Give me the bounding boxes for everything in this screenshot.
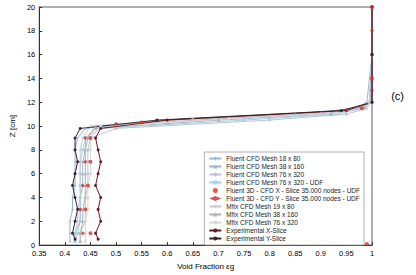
svg-text:Fluent 3D - CFD X - Slice 35.0: Fluent 3D - CFD X - Slice 35.000 nodes -… (226, 187, 360, 194)
svg-text:Mfix CFD Mesh 38 x 160: Mfix CFD Mesh 38 x 160 (226, 211, 298, 218)
svg-text:Fluent CFD Mesh 18 x 80: Fluent CFD Mesh 18 x 80 (226, 155, 300, 162)
svg-text:Experimental X-Slice: Experimental X-Slice (226, 227, 287, 235)
svg-text:Mfix CFD Mesh 19 x 80: Mfix CFD Mesh 19 x 80 (226, 203, 294, 210)
svg-text:12: 12 (27, 98, 35, 107)
svg-text:0.65: 0.65 (186, 249, 201, 258)
svg-text:18: 18 (27, 26, 35, 35)
svg-text:10: 10 (27, 122, 35, 131)
svg-text:2: 2 (31, 217, 35, 226)
svg-text:4: 4 (31, 193, 35, 202)
svg-text:1: 1 (370, 249, 374, 258)
svg-text:0.8: 0.8 (264, 249, 274, 258)
svg-text:0.4: 0.4 (60, 249, 70, 258)
svg-text:Mfix CFD Mesh 76 x 320: Mfix CFD Mesh 76 x 320 (226, 219, 298, 226)
svg-text:0.35: 0.35 (32, 249, 47, 258)
svg-text:Void Fraction εg: Void Fraction εg (177, 262, 234, 271)
svg-text:Fluent 3D - CFD Y - Slice 35.0: Fluent 3D - CFD Y - Slice 35.000 nodes -… (226, 195, 359, 202)
svg-text:0.85: 0.85 (288, 249, 303, 258)
svg-text:0: 0 (31, 240, 36, 250)
svg-text:0.7: 0.7 (213, 249, 223, 258)
svg-text:20: 20 (27, 3, 35, 12)
svg-text:0.55: 0.55 (134, 249, 149, 258)
svg-text:8: 8 (31, 145, 35, 154)
svg-text:Experimental Y-Slice: Experimental Y-Slice (226, 235, 286, 243)
svg-text:16: 16 (27, 50, 35, 59)
svg-text:Fluent CFD Mesh 76 x 320 - UDF: Fluent CFD Mesh 76 x 320 - UDF (226, 179, 323, 186)
svg-text:Fluent CFD Mesh 38 x 160: Fluent CFD Mesh 38 x 160 (226, 163, 304, 170)
svg-text:6: 6 (31, 169, 35, 178)
svg-text:Fluent CFD Mesh 76 x 320: Fluent CFD Mesh 76 x 320 (226, 171, 304, 178)
svg-text:(c): (c) (391, 90, 404, 102)
svg-text:0.5: 0.5 (111, 249, 121, 258)
svg-text:0.6: 0.6 (162, 249, 172, 258)
svg-text:0.45: 0.45 (83, 249, 98, 258)
svg-text:Z [cm]: Z [cm] (8, 115, 17, 137)
svg-text:14: 14 (27, 74, 35, 83)
svg-text:0.9: 0.9 (316, 249, 326, 258)
svg-text:0.75: 0.75 (237, 249, 252, 258)
svg-text:0.95: 0.95 (339, 249, 354, 258)
